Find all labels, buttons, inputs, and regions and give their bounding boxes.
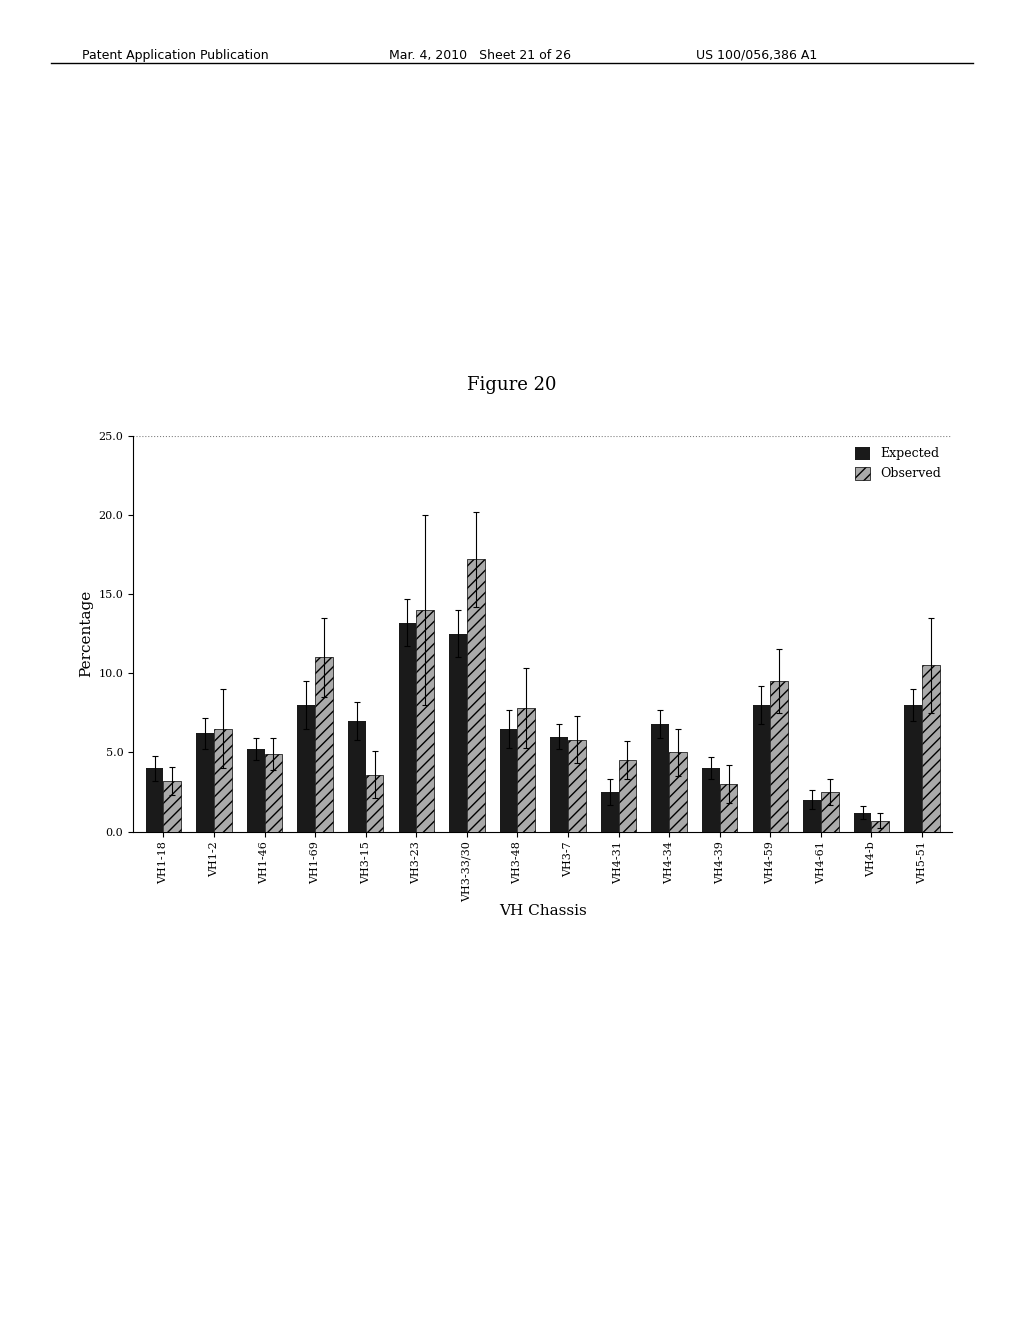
Bar: [720, 784, 737, 832]
Bar: [366, 775, 383, 832]
Bar: [618, 760, 636, 832]
Legend: Expected, Observed: Expected, Observed: [850, 442, 946, 486]
Bar: [145, 768, 164, 832]
Bar: [568, 739, 586, 832]
Bar: [348, 721, 366, 832]
Bar: [922, 665, 940, 832]
Bar: [450, 634, 467, 832]
Bar: [417, 610, 434, 832]
Bar: [601, 792, 618, 832]
Bar: [214, 729, 231, 832]
Bar: [467, 560, 484, 832]
Text: Mar. 4, 2010   Sheet 21 of 26: Mar. 4, 2010 Sheet 21 of 26: [389, 49, 571, 62]
Bar: [197, 734, 214, 832]
Bar: [854, 813, 871, 832]
Bar: [315, 657, 333, 832]
Bar: [753, 705, 770, 832]
Y-axis label: Percentage: Percentage: [79, 590, 93, 677]
Bar: [517, 708, 536, 832]
Bar: [651, 723, 669, 832]
Bar: [770, 681, 788, 832]
Bar: [500, 729, 517, 832]
Bar: [164, 781, 181, 832]
Bar: [803, 800, 821, 832]
Text: Patent Application Publication: Patent Application Publication: [82, 49, 268, 62]
Bar: [297, 705, 315, 832]
Text: US 100/056,386 A1: US 100/056,386 A1: [696, 49, 817, 62]
Bar: [871, 821, 889, 832]
Text: Figure 20: Figure 20: [467, 376, 557, 395]
Bar: [550, 737, 568, 832]
Bar: [904, 705, 922, 832]
Bar: [702, 768, 720, 832]
Bar: [398, 623, 417, 832]
Bar: [247, 750, 264, 832]
Bar: [821, 792, 839, 832]
Bar: [264, 754, 283, 832]
Bar: [669, 752, 687, 832]
Text: VH Chassis: VH Chassis: [499, 904, 587, 919]
